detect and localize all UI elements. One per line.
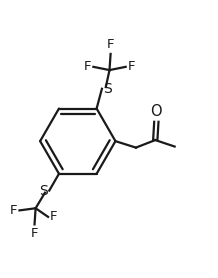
Text: F: F [10,204,18,217]
Text: S: S [39,183,48,198]
Text: F: F [50,210,57,223]
Text: S: S [103,82,112,96]
Text: O: O [151,104,162,119]
Text: F: F [107,38,114,51]
Text: F: F [31,227,38,240]
Text: F: F [84,60,92,73]
Text: F: F [127,60,135,73]
